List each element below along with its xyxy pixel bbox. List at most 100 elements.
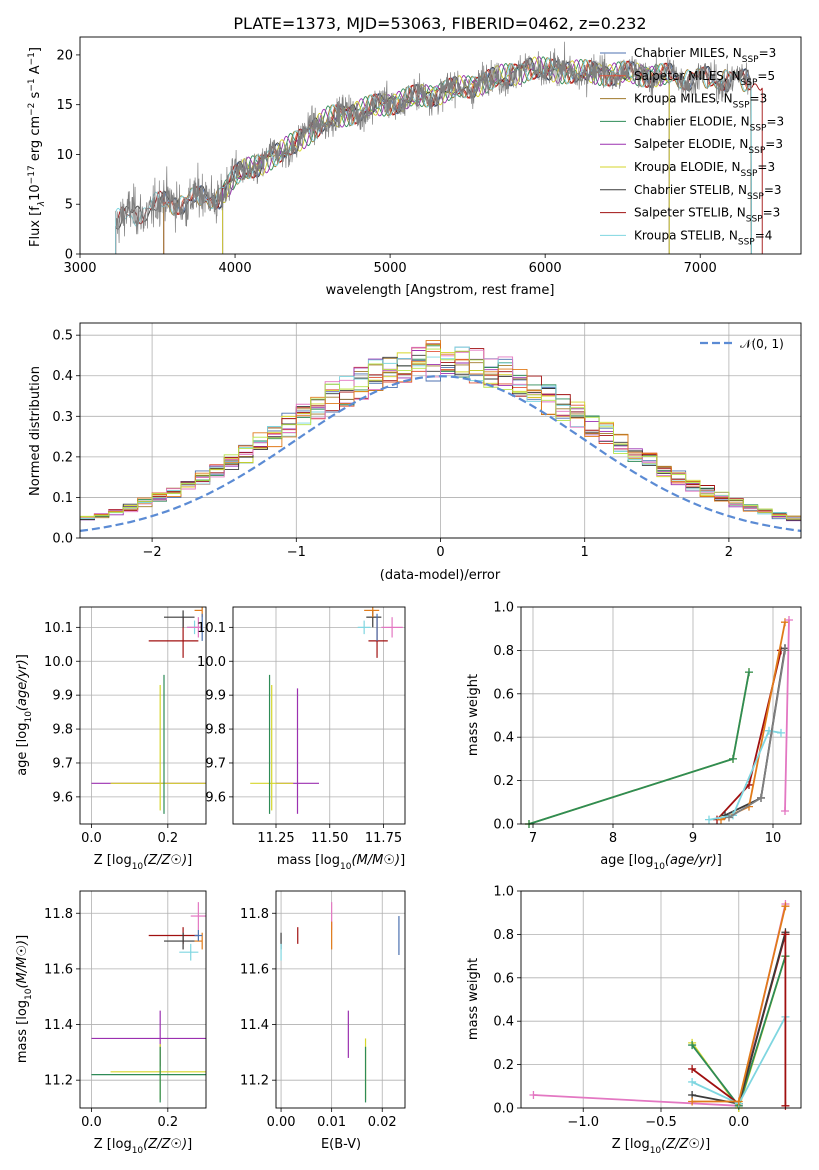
legend-entry: Kroupa MILES, NSSP=3: [634, 92, 767, 111]
legend-suffix: =5: [757, 69, 775, 83]
x-tick-label: 1: [581, 545, 589, 560]
marker-salpeter_stelib: [781, 1101, 790, 1110]
y-tick-label: 15: [56, 98, 73, 113]
legend-prefix: Kroupa STELIB, N: [634, 228, 738, 242]
marker-orange: [688, 1097, 697, 1106]
label-text: mass [log: [15, 1000, 30, 1063]
x-tick-label: −1.0: [567, 1115, 599, 1130]
y-tick-label: 0.0: [493, 818, 514, 833]
x-tick-label: 0.0: [81, 831, 102, 846]
y-tick-label: 0.1: [52, 491, 73, 506]
histogram-lime: [80, 348, 801, 521]
ylabel-part: −1: [27, 52, 37, 65]
legend-sub: SSP: [741, 78, 758, 88]
weight-z-xlabel: Z [log10(Z/Z☉)]: [612, 1137, 710, 1156]
residual-legend: 𝒩(0, 1): [700, 337, 784, 351]
x-tick-label: 11.75: [365, 831, 402, 846]
label-arg: (M/M☉): [351, 853, 400, 868]
error-bars: [91, 902, 206, 1103]
marker-kroupa_stelib: [688, 1077, 697, 1086]
weight-vs-age-panel: 7 8 9 10 0.0 0.2 0.4 0.6 0.8 1.0: [493, 601, 802, 846]
x-tick-label: 9: [689, 831, 697, 846]
legend-sub: SSP: [733, 101, 750, 111]
axes-frame: [79, 890, 207, 1109]
y-tick-label: 0.2: [52, 450, 73, 465]
y-tick-label: 9.9: [205, 689, 226, 704]
marker-kroupa_stelib: [777, 728, 785, 737]
x-tick-label: 4000: [219, 261, 252, 276]
age-z-ylabel: age [log10(age/yr)]: [15, 654, 34, 776]
legend-suffix: =3: [765, 137, 783, 151]
legend-prefix: Salpeter MILES, N: [634, 69, 741, 83]
error-bars: [250, 607, 403, 814]
legend-suffix: =3: [757, 160, 775, 174]
legend-entry: 𝒩(0, 1): [740, 337, 784, 351]
series-orange: [720, 622, 786, 821]
legend-suffix: =3: [750, 92, 768, 106]
label-text: ]: [187, 1137, 192, 1152]
error-bars: [91, 607, 206, 814]
legend-sub: SSP: [748, 146, 765, 156]
x-tick-label: 0.01: [317, 1115, 346, 1130]
label-sub: 10: [650, 1146, 662, 1156]
mass-vs-ebv-panel: 0.00 0.01 0.02 11.2 11.4 11.6 11.8: [240, 890, 406, 1130]
y-tick-label: 0.6: [493, 971, 514, 986]
label-sub: 10: [132, 1146, 144, 1156]
axes-frame: [79, 322, 802, 539]
marker-pink: [781, 806, 789, 815]
weight-age-xlabel: age [log10(age/yr)]: [600, 853, 722, 872]
x-tick-label: 0.02: [368, 1115, 397, 1130]
label-sub: 10: [132, 862, 144, 872]
spectrum-xlabel: wavelength [Angstrom, rest frame]: [326, 283, 555, 298]
x-tick-label: 0.0: [728, 1115, 749, 1130]
x-tick-label: 7000: [684, 261, 717, 276]
label-text: ]: [15, 935, 30, 940]
y-tick-label: 5: [65, 198, 73, 213]
marker-orange: [781, 902, 790, 911]
label-text: ]: [15, 654, 30, 659]
marker-orange: [734, 1097, 743, 1106]
legend-entry: Salpeter MILES, NSSP=5: [634, 69, 775, 88]
label-text: mass [log: [277, 853, 340, 868]
label-arg: (age/yr): [15, 659, 30, 711]
ylabel-part: A: [28, 65, 43, 78]
ylabel-part: λ: [37, 201, 47, 207]
y-tick-label: 20: [56, 48, 73, 63]
y-tick-label: 9.7: [205, 756, 226, 771]
y-tick-label: 0.8: [493, 644, 514, 659]
normal-curve: [80, 375, 801, 532]
marker-chabrier_elodie: [745, 668, 753, 677]
y-tick-label: 10: [56, 148, 73, 163]
legend-sub: SSP: [741, 169, 758, 179]
histograms: [80, 340, 801, 532]
y-tick-label: 11.6: [240, 962, 269, 977]
y-tick-label: 0.4: [493, 1015, 514, 1030]
spectrum-ylabel: Flux [fλ10−17 erg cm−2 s−1 A−1]: [27, 47, 47, 247]
axes-frame: [520, 890, 802, 1109]
x-tick-label: 2: [725, 545, 733, 560]
spectrum-panel: 3000 4000 5000 6000 7000 0 5 10 15 20: [56, 36, 802, 276]
legend-entry: Chabrier MILES, NSSP=3: [634, 46, 776, 65]
ylabel-part: ]: [28, 47, 43, 52]
x-tick-label: 0.0: [81, 1115, 102, 1130]
legend-entry: Chabrier STELIB, NSSP=3: [634, 183, 782, 202]
legend-entry: Chabrier ELODIE, NSSP=3: [634, 114, 784, 133]
y-tick-label: 0.2: [493, 1058, 514, 1073]
age-z-xlabel: Z [log10(Z/Z☉)]: [94, 853, 192, 872]
x-tick-label: 0.2: [157, 831, 178, 846]
legend-sub: SSP: [738, 237, 755, 247]
legend-sub: SSP: [742, 55, 759, 65]
legend-suffix: =4: [755, 228, 773, 242]
weight-vs-z-panel: −1.0 −0.5 0.0 0.0 0.2 0.4 0.6 0.8 1.0: [493, 885, 802, 1130]
label-text: age [log: [15, 723, 30, 776]
weight-age-ylabel: mass weight: [466, 674, 481, 756]
label-sub: 10: [340, 862, 352, 872]
spectrum-lines: [115, 41, 763, 254]
x-tick-label: 5000: [374, 261, 407, 276]
x-tick-label: 8: [609, 831, 617, 846]
y-tick-label: 11.4: [44, 1018, 73, 1033]
x-tick-label: 7: [529, 831, 537, 846]
small-panel-labels: Z [log10(Z/Z☉)] mass [log10(M/M☉)] age [lo…: [15, 654, 722, 1156]
